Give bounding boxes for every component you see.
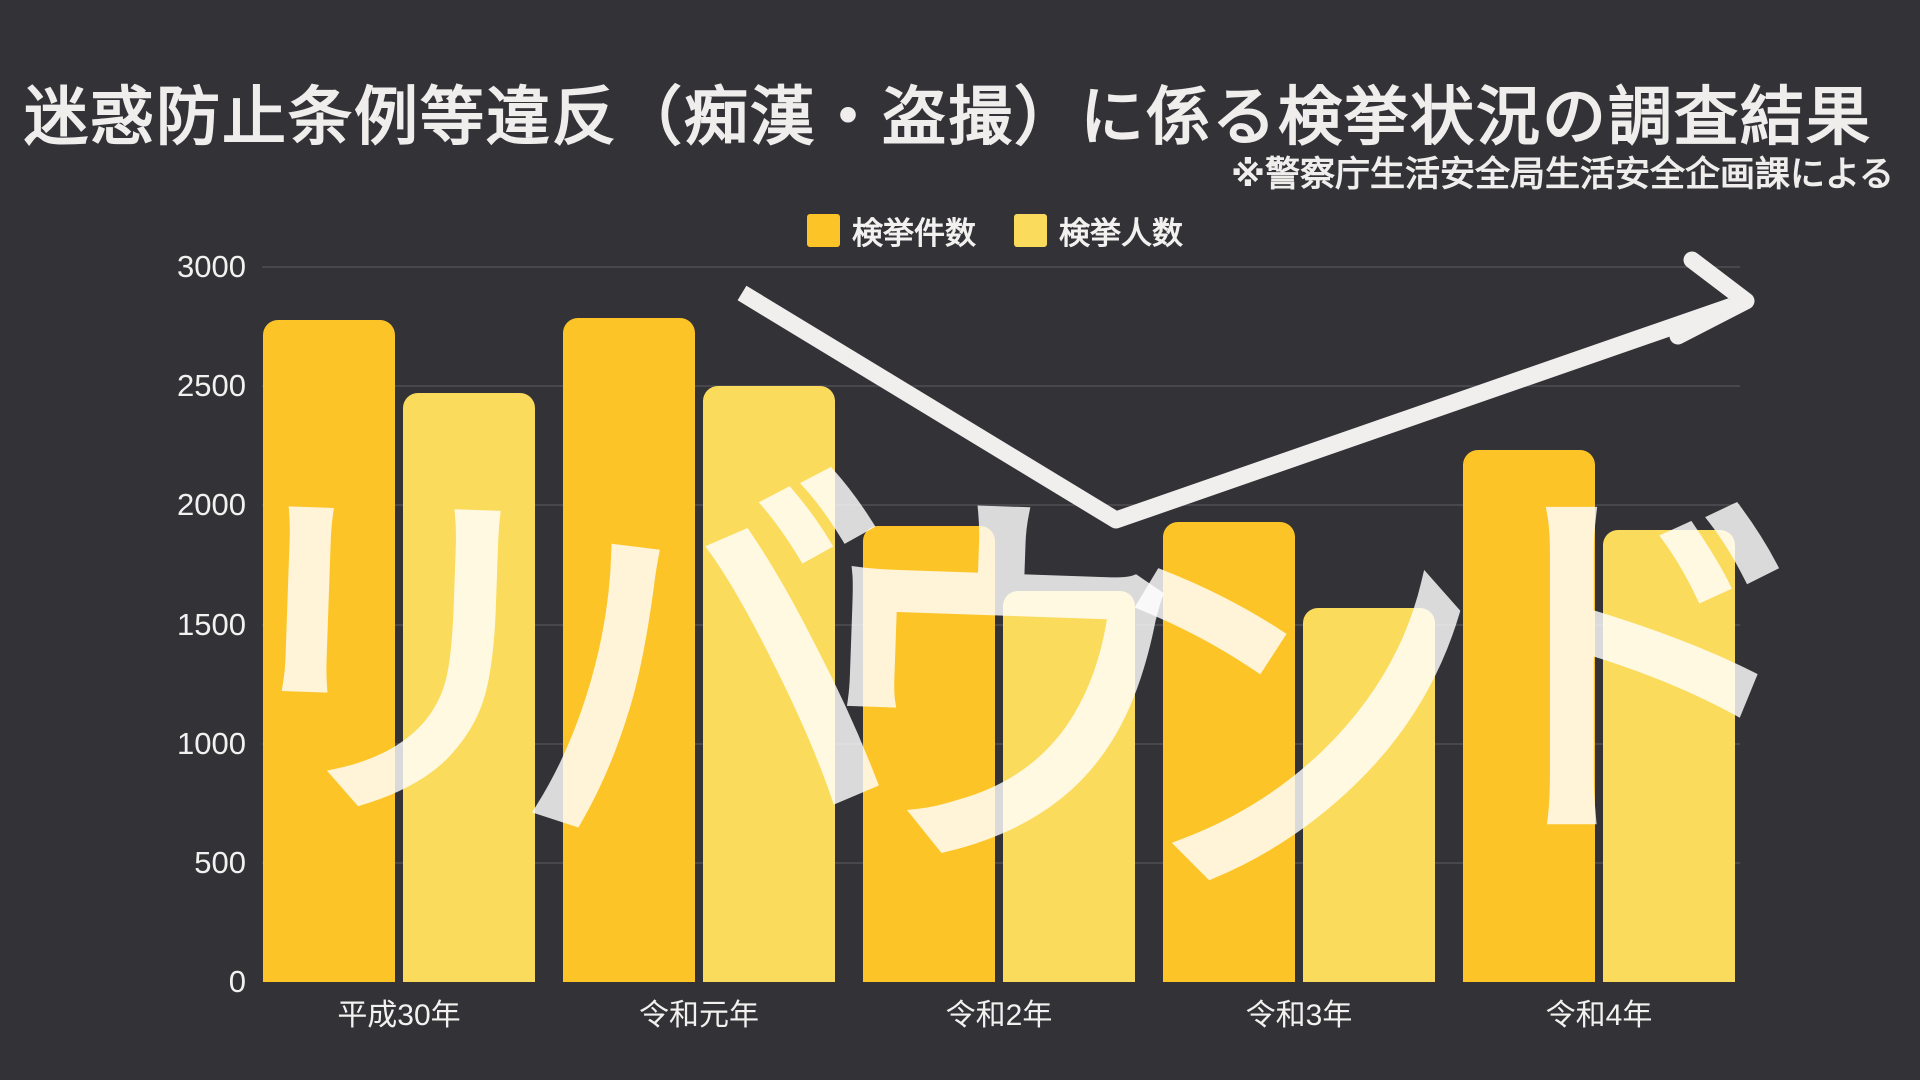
bar-検挙人数-令和元年 <box>703 386 835 982</box>
rebound-watermark-char: ド <box>1440 458 1820 883</box>
legend-swatch-icon <box>1014 214 1047 247</box>
gridline-3000 <box>262 266 1740 268</box>
gridline-1000 <box>262 742 1740 745</box>
bar-検挙件数-平成30年 <box>263 320 395 982</box>
gridline-2500 <box>262 385 1740 388</box>
x-axis-category-label: 令和2年 <box>945 999 1053 1032</box>
y-axis-tick-label: 2500 <box>177 368 246 404</box>
gridline-2000 <box>262 504 1740 507</box>
legend-swatch-icon <box>807 214 840 247</box>
legend: 検挙件数 検挙人数 <box>0 208 1920 253</box>
trend-arrow-line <box>737 285 1735 529</box>
y-axis-tick-label: 500 <box>194 844 246 880</box>
x-axis-category-label: 令和元年 <box>639 999 759 1032</box>
y-axis-tick-label: 0 <box>228 964 246 999</box>
x-axis-category-label: 平成30年 <box>337 999 461 1032</box>
gridline-1500 <box>262 623 1740 626</box>
bar-検挙件数-令和元年 <box>563 318 695 982</box>
legend-item: 検挙人数 <box>1014 208 1183 253</box>
bar-検挙人数-令和2年 <box>1003 591 1135 982</box>
bar-検挙人数-令和4年 <box>1603 530 1735 982</box>
trend-arrowhead-icon <box>1669 251 1755 345</box>
bar-検挙人数-平成30年 <box>403 393 535 982</box>
y-axis-tick-label: 3000 <box>177 249 246 284</box>
gridline-500 <box>262 861 1740 864</box>
legend-item: 検挙件数 <box>807 208 976 253</box>
bar-検挙件数-令和3年 <box>1163 522 1295 982</box>
y-axis-tick-label: 2000 <box>177 487 246 523</box>
x-axis-category-label: 令和4年 <box>1545 999 1653 1032</box>
y-axis-tick-label: 1000 <box>177 725 246 761</box>
x-axis-category-label: 令和3年 <box>1245 999 1353 1032</box>
legend-label: 検挙人数 <box>1059 216 1183 251</box>
source-note: ※警察庁生活安全局生活安全企画課による <box>1231 155 1894 194</box>
bar-検挙人数-令和3年 <box>1303 608 1435 982</box>
bar-検挙件数-令和2年 <box>863 526 995 982</box>
page-title: 迷惑防止条例等違反（痴漢・盗撮）に係る検挙状況の調査結果 <box>24 81 1872 153</box>
legend-label: 検挙件数 <box>852 216 976 251</box>
y-axis-tick-label: 1500 <box>177 606 246 642</box>
bar-検挙件数-令和4年 <box>1463 450 1595 982</box>
